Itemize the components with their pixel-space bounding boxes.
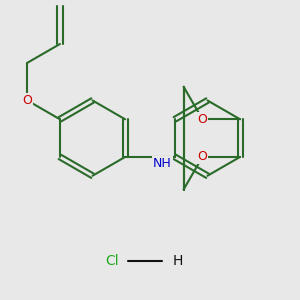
Text: NH: NH (153, 158, 172, 170)
Text: O: O (197, 150, 207, 164)
Text: O: O (22, 94, 32, 107)
Text: Cl: Cl (106, 254, 119, 268)
Text: O: O (197, 113, 207, 126)
Text: H: H (172, 254, 183, 268)
